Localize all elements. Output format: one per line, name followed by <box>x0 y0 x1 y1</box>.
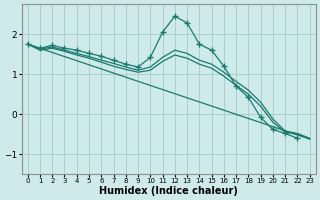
X-axis label: Humidex (Indice chaleur): Humidex (Indice chaleur) <box>99 186 238 196</box>
